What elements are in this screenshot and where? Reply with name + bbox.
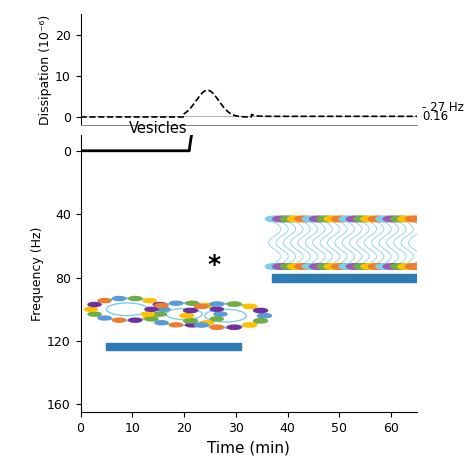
Circle shape [273,216,292,222]
Circle shape [383,264,402,269]
Circle shape [310,216,328,222]
Circle shape [361,264,380,269]
Circle shape [113,297,126,301]
Circle shape [339,264,357,269]
Y-axis label: Frequency (Hz): Frequency (Hz) [31,227,45,321]
Circle shape [391,264,409,269]
Circle shape [254,319,267,323]
Circle shape [254,309,267,313]
Circle shape [153,312,166,316]
Circle shape [88,302,101,307]
Circle shape [143,316,156,320]
Circle shape [227,325,241,329]
Circle shape [391,216,409,222]
Circle shape [332,216,350,222]
Circle shape [280,216,299,222]
Circle shape [354,216,373,222]
Circle shape [98,316,111,320]
Circle shape [288,264,306,269]
Circle shape [265,216,284,222]
Circle shape [183,319,198,323]
Circle shape [317,264,336,269]
Circle shape [186,301,199,305]
Circle shape [141,312,155,316]
Circle shape [398,264,417,269]
Circle shape [346,264,365,269]
Circle shape [170,301,182,305]
Text: Wash: Wash [0,473,1,474]
Circle shape [405,264,424,269]
Circle shape [302,216,321,222]
Text: 0.16: 0.16 [422,110,448,123]
Circle shape [145,317,158,321]
Circle shape [200,303,213,308]
Circle shape [376,216,394,222]
Circle shape [210,325,224,329]
Circle shape [200,321,213,325]
Circle shape [346,216,365,222]
Circle shape [143,299,156,302]
Y-axis label: Dissipation (10⁻⁶): Dissipation (10⁻⁶) [39,15,52,125]
Circle shape [129,318,142,322]
Circle shape [405,216,424,222]
Circle shape [88,312,101,316]
Circle shape [398,216,417,222]
Circle shape [243,304,257,309]
Circle shape [376,264,394,269]
Circle shape [368,264,387,269]
Circle shape [157,307,170,311]
Circle shape [84,307,98,311]
Circle shape [257,313,272,318]
Circle shape [113,318,126,322]
Circle shape [186,323,199,327]
Circle shape [98,299,111,302]
Circle shape [265,264,284,269]
Circle shape [324,216,343,222]
Circle shape [194,323,209,327]
Circle shape [295,216,313,222]
Circle shape [354,264,373,269]
Circle shape [302,264,321,269]
Circle shape [194,304,209,309]
Circle shape [210,307,223,311]
Circle shape [180,313,194,318]
Circle shape [210,302,224,306]
Circle shape [361,216,380,222]
Circle shape [280,264,299,269]
Circle shape [339,216,357,222]
Circle shape [243,323,257,327]
Circle shape [210,317,223,321]
Circle shape [368,216,387,222]
Circle shape [153,302,166,307]
Text: Vesicles: Vesicles [129,121,188,136]
Circle shape [295,264,313,269]
Circle shape [170,323,182,327]
Circle shape [324,264,343,269]
Circle shape [155,321,168,325]
Text: *: * [208,253,221,277]
Circle shape [145,307,158,311]
Circle shape [317,216,336,222]
Circle shape [155,303,168,308]
Circle shape [273,264,292,269]
Circle shape [288,216,306,222]
Text: - 27 Hz: - 27 Hz [422,101,464,114]
X-axis label: Time (min): Time (min) [208,441,290,456]
Circle shape [183,309,198,313]
Circle shape [332,264,350,269]
Bar [272,274,417,282]
Circle shape [383,216,402,222]
Bar [107,343,241,350]
Circle shape [214,312,227,316]
Circle shape [129,297,142,301]
Circle shape [310,264,328,269]
Circle shape [227,302,241,306]
